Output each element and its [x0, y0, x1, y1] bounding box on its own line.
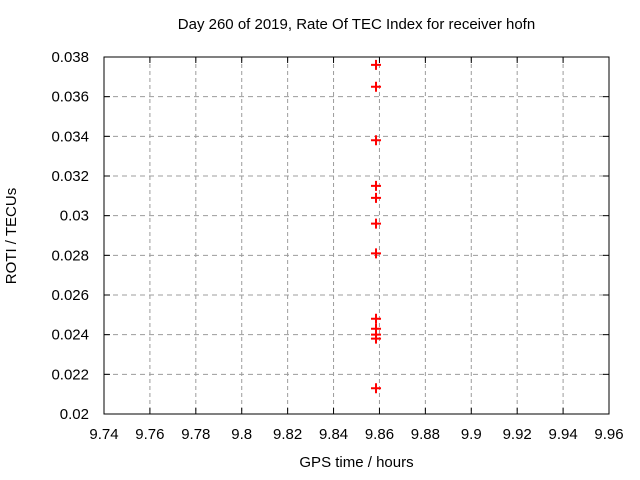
y-tick-label: 0.032	[51, 168, 89, 185]
x-tick-label: 9.84	[319, 426, 348, 443]
x-tick-label: 9.78	[181, 426, 210, 443]
x-tick-label: 9.92	[503, 426, 532, 443]
x-tick-label: 9.88	[411, 426, 440, 443]
data-point-marker	[371, 383, 382, 394]
x-tick-label: 9.8	[231, 426, 252, 443]
x-tick-label: 9.76	[135, 426, 164, 443]
data-point-marker	[371, 59, 382, 70]
plot-border	[103, 56, 610, 415]
y-tick-label: 0.02	[60, 406, 89, 423]
x-tick-label: 9.9	[461, 426, 482, 443]
x-tick-label: 9.86	[365, 426, 394, 443]
data-point-marker	[371, 192, 382, 203]
data-point-marker	[371, 180, 382, 191]
x-tick-label: 9.96	[594, 426, 623, 443]
data-point-marker	[371, 313, 382, 324]
y-tick-label: 0.026	[51, 287, 89, 304]
y-axis-label: ROTI / TECUs	[3, 187, 20, 285]
data-point-marker	[371, 135, 382, 146]
x-tick-label: 9.82	[273, 426, 302, 443]
x-tick-label: 9.74	[89, 426, 118, 443]
data-point-marker	[371, 333, 382, 344]
y-tick-label: 0.036	[51, 89, 89, 106]
y-tick-label: 0.022	[51, 366, 89, 383]
y-tick-label: 0.038	[51, 49, 89, 66]
y-tick-label: 0.03	[60, 208, 89, 225]
x-axis-label: GPS time / hours	[299, 454, 414, 471]
y-tick-label: 0.028	[51, 247, 89, 264]
y-tick-label: 0.034	[51, 128, 89, 145]
x-tick-label: 9.94	[548, 426, 577, 443]
chart-title: Day 260 of 2019, Rate Of TEC Index for r…	[177, 16, 536, 33]
data-point-marker	[371, 248, 382, 259]
y-tick-label: 0.024	[51, 327, 89, 344]
data-point-marker	[371, 81, 382, 92]
data-point-marker	[371, 218, 382, 229]
